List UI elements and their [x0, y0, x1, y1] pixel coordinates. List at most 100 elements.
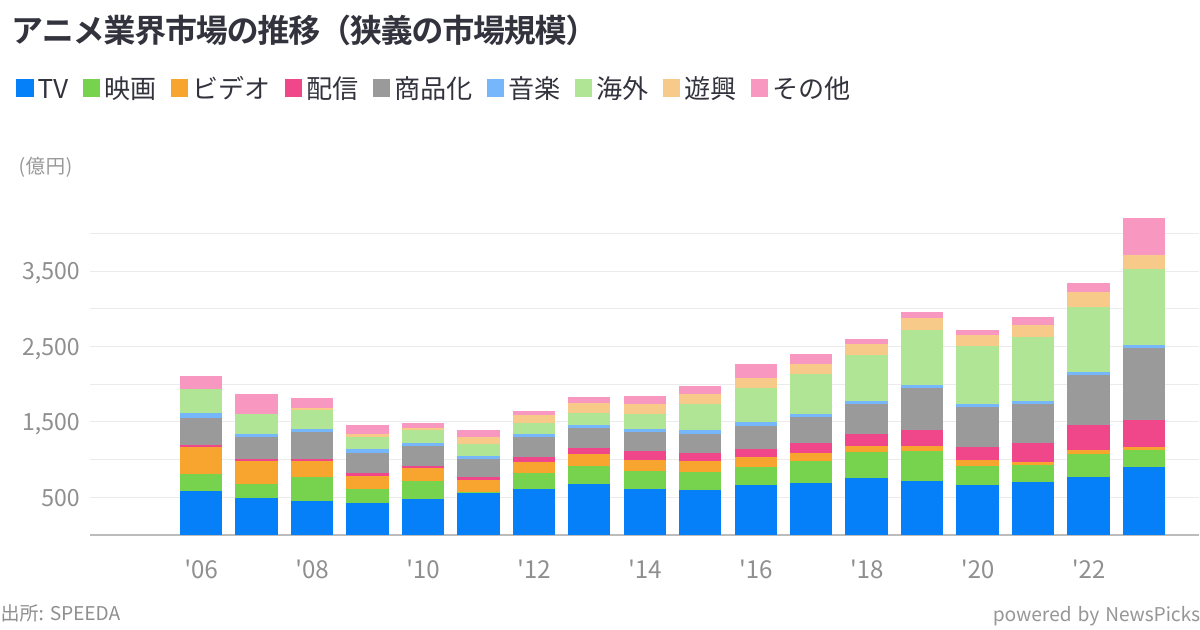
legend-label-merchandising: 商品化: [394, 69, 473, 106]
bar-2013-segment-music: [568, 425, 611, 429]
bar-2008-segment-amusement: [290, 407, 334, 410]
bar-2010-segment-other: [401, 422, 445, 428]
bar-2019-segment-streaming: [900, 429, 944, 447]
y-axis-unit-label: (億円): [18, 150, 73, 179]
legend-item-other: その他: [750, 75, 850, 101]
y-tick-label-3500: 3,500: [22, 252, 80, 287]
x-tick-label-2016: '16: [739, 550, 773, 585]
bar-2006-segment-music: [179, 412, 223, 418]
bar-2007-segment-other: [235, 394, 278, 415]
bar-2017-segment-other: [789, 353, 833, 365]
gridline-3000: [90, 308, 1199, 310]
bar-2014-segment-tv: [623, 488, 666, 536]
bar-2015-segment-overseas: [679, 403, 722, 431]
bar-2008-segment-merchandising: [290, 431, 334, 459]
bar-2019-segment-video: [900, 446, 944, 451]
x-tick-label-2012: '12: [517, 550, 551, 585]
bar-2018-segment-movie: [845, 452, 888, 478]
bar-2011-segment-amusement: [457, 436, 500, 444]
bar-2015: [679, 386, 722, 536]
bar-2023-segment-other: [1122, 218, 1166, 256]
legend-label-streaming: 配信: [306, 69, 359, 106]
bar-2019-segment-merchandising: [900, 388, 944, 430]
bar-2019-segment-other: [900, 312, 944, 318]
legend-swatch-amusement: [662, 79, 681, 97]
gridline-3500: [90, 270, 1199, 272]
bar-2006: [179, 376, 223, 536]
bar-2008-segment-movie: [290, 476, 334, 501]
bar-2013-segment-overseas: [568, 412, 611, 426]
bar-2020-segment-streaming: [956, 446, 999, 461]
bar-2006-segment-movie: [179, 474, 223, 492]
bar-2009-segment-amusement: [346, 433, 389, 437]
legend-item-video: ビデオ: [170, 75, 270, 101]
bar-2007-segment-streaming: [235, 458, 278, 462]
bar-2009-segment-movie: [346, 488, 389, 504]
bar-2010-segment-tv: [401, 499, 445, 536]
legend-item-overseas: 海外: [574, 75, 648, 101]
bar-2007-segment-video: [235, 461, 278, 484]
bar-2010-segment-streaming: [401, 465, 445, 469]
bar-2020-segment-other: [956, 330, 999, 336]
bar-2017-segment-merchandising: [789, 417, 833, 444]
bar-2010-segment-amusement: [401, 427, 445, 430]
bar-2022-segment-amusement: [1067, 292, 1110, 307]
bar-2022-segment-other: [1067, 282, 1110, 293]
y-tick-label-1500: 1,500: [22, 403, 80, 438]
bar-2022-segment-merchandising: [1067, 374, 1110, 425]
bar-2014-segment-movie: [623, 471, 666, 489]
bar-2015-segment-movie: [679, 472, 722, 490]
bar-2019: [900, 312, 944, 536]
bar-2011-segment-streaming: [457, 477, 500, 481]
y-tick-label-500: 500: [41, 478, 80, 513]
bar-2013: [568, 397, 611, 536]
bar-2020-segment-overseas: [956, 346, 999, 404]
bar-2015-segment-tv: [679, 489, 722, 536]
bar-2007-segment-overseas: [235, 414, 278, 435]
bar-2008-segment-music: [290, 428, 334, 432]
bar-2021-segment-streaming: [1011, 442, 1055, 462]
bar-2018-segment-merchandising: [845, 403, 888, 435]
bar-2023: [1122, 218, 1166, 536]
bar-2020: [956, 330, 999, 536]
bar-2012-segment-movie: [512, 473, 555, 489]
bar-2008-segment-video: [290, 460, 334, 477]
bar-2013-segment-other: [568, 397, 611, 404]
bar-2011-segment-video: [457, 480, 500, 493]
bar-2012-segment-merchandising: [512, 436, 555, 457]
bar-2012-segment-streaming: [512, 456, 555, 462]
bar-2023-segment-overseas: [1122, 268, 1166, 345]
bar-2012-segment-tv: [512, 488, 555, 536]
bar-2020-segment-music: [956, 403, 999, 407]
bar-2014-segment-music: [623, 429, 666, 432]
bar-2023-segment-music: [1122, 345, 1166, 349]
bar-2020-segment-movie: [956, 465, 999, 486]
bar-2016-segment-music: [734, 422, 777, 426]
bar-2012-segment-music: [512, 434, 555, 437]
bar-2006-segment-streaming: [179, 444, 223, 447]
bar-2016: [734, 364, 777, 536]
bar-2022-segment-movie: [1067, 454, 1110, 477]
bar-2010-segment-merchandising: [401, 446, 445, 466]
bar-2016-segment-movie: [734, 466, 777, 486]
bar-2007-segment-music: [235, 434, 278, 438]
bar-2017-segment-video: [789, 453, 833, 462]
bar-2018: [845, 338, 888, 536]
bar-2018-segment-video: [845, 446, 888, 453]
bar-2006-segment-other: [179, 376, 223, 389]
gridline-2500: [90, 346, 1199, 347]
bar-2014-segment-overseas: [623, 414, 666, 430]
bar-2015-segment-amusement: [679, 394, 722, 404]
x-tick-label-2014: '14: [628, 550, 662, 585]
bar-2015-segment-streaming: [679, 452, 722, 461]
bar-2016-segment-amusement: [734, 377, 777, 388]
bar-2011-segment-tv: [457, 493, 500, 536]
bar-2021-segment-tv: [1011, 482, 1055, 536]
bar-2015-segment-music: [679, 430, 722, 434]
bar-2021-segment-amusement: [1011, 324, 1055, 338]
bar-2020-segment-video: [956, 460, 999, 466]
bar-2017: [789, 353, 833, 536]
chart-legend: TV 映画 ビデオ 配信 商品化 音楽 海外 遊興 その他: [16, 74, 865, 102]
bar-2008-segment-tv: [290, 500, 334, 536]
bar-2017-segment-movie: [789, 461, 833, 484]
